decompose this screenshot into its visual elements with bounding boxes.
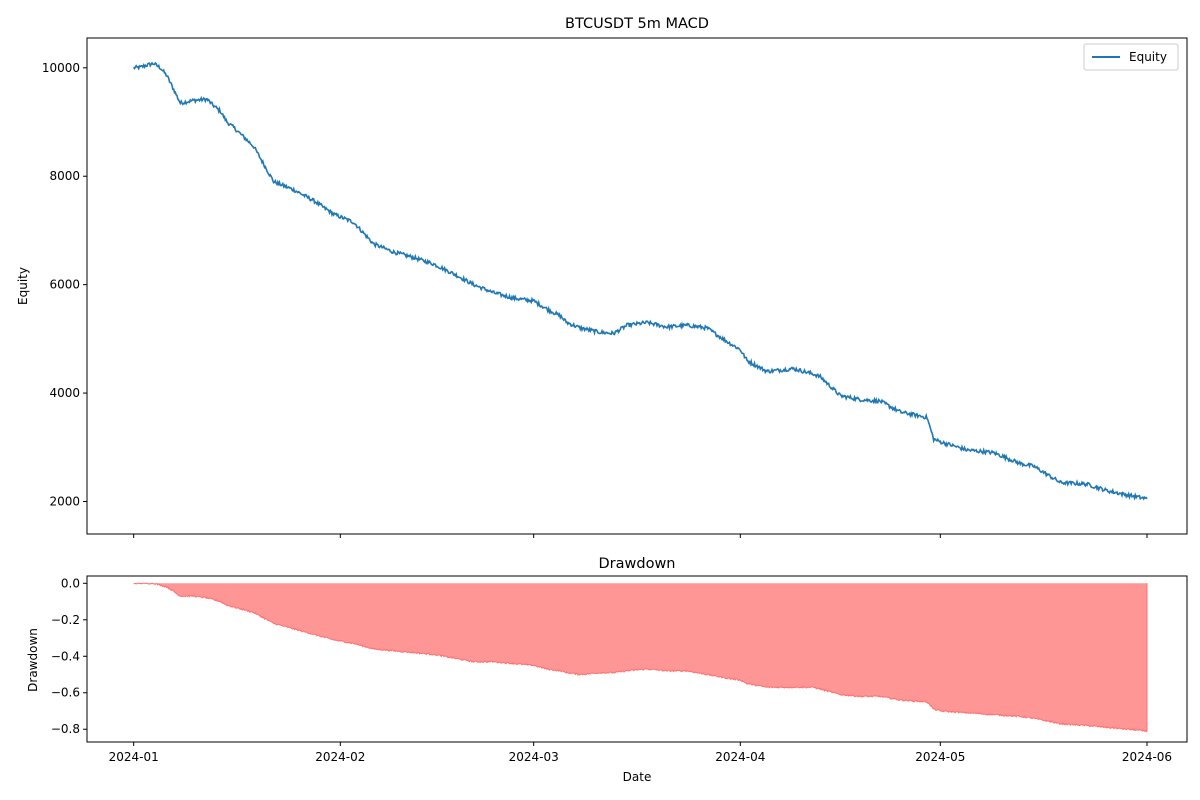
equity-y-tick-label: 10000 bbox=[42, 61, 80, 75]
drawdown-axes-frame bbox=[86, 575, 1188, 743]
drawdown-x-tick-label: 2024-02 bbox=[315, 750, 365, 764]
drawdown-x-tick-label: 2024-05 bbox=[915, 750, 965, 764]
equity-y-ticks: 2000 4000 6000 8000 10000 bbox=[42, 61, 87, 508]
drawdown-x-tick-label: 2024-01 bbox=[109, 750, 159, 764]
equity-axes-frame bbox=[86, 37, 1188, 535]
drawdown-x-ticks: 2024-01 2024-02 2024-03 2024-04 2024-05 2024-… bbox=[109, 742, 1172, 764]
equity-y-tick-label: 8000 bbox=[49, 169, 80, 183]
equity-y-axis-label: Equity bbox=[16, 267, 30, 305]
legend-label-equity: Equity bbox=[1129, 50, 1167, 64]
drawdown-plot-area bbox=[133, 582, 1148, 733]
drawdown-x-tick-label: 2024-06 bbox=[1122, 750, 1172, 764]
drawdown-chart-title: Drawdown bbox=[599, 556, 676, 572]
drawdown-panel: Drawdown 0.0−0.2−0.4−0.6−0.8 2024-01 2024… bbox=[26, 556, 1188, 784]
equity-chart-title: BTCUSDT 5m MACD bbox=[565, 16, 709, 32]
drawdown-x-axis-label: Date bbox=[623, 770, 652, 784]
drawdown-y-tick-label: −0.2 bbox=[51, 613, 80, 627]
drawdown-x-tick-label: 2024-03 bbox=[509, 750, 559, 764]
drawdown-y-tick-label: −0.4 bbox=[51, 649, 80, 663]
drawdown-area-edge bbox=[133, 582, 1148, 733]
equity-legend: Equity bbox=[1083, 43, 1179, 71]
drawdown-area-fill bbox=[133, 583, 1147, 732]
drawdown-y-tick-label: −0.6 bbox=[51, 686, 80, 700]
drawdown-y-tick-label: −0.8 bbox=[51, 722, 80, 736]
equity-y-tick-label: 4000 bbox=[49, 386, 80, 400]
equity-series-line bbox=[133, 61, 1148, 501]
legend-box bbox=[1083, 43, 1179, 71]
equity-panel: BTCUSDT 5m MACD 2000 4000 6000 8000 10000 Eq… bbox=[16, 16, 1188, 538]
equity-y-tick-label: 2000 bbox=[49, 494, 80, 508]
drawdown-y-ticks: 0.0 −0.2 −0.4 −0.6 −0.8 bbox=[51, 576, 87, 736]
drawdown-y-tick-label: 0.0 bbox=[61, 576, 80, 590]
equity-plot-area bbox=[133, 61, 1148, 501]
equity-x-ticks bbox=[133, 534, 1148, 538]
equity-y-tick-label: 6000 bbox=[49, 278, 80, 292]
drawdown-y-axis-label: Drawdown bbox=[26, 628, 40, 692]
drawdown-x-tick-label: 2024-04 bbox=[715, 750, 765, 764]
